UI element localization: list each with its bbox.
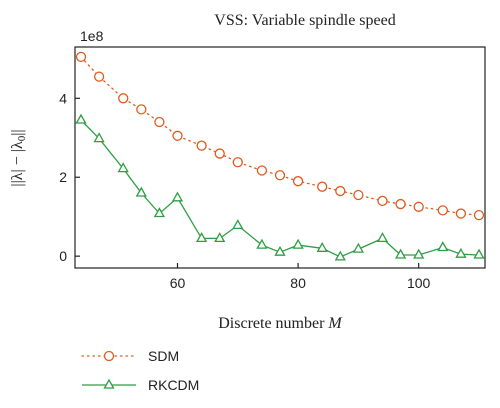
legend-marker-rkcdm xyxy=(103,378,115,389)
x-tick-label: 60 xyxy=(170,275,186,291)
data-point-sdm xyxy=(232,157,243,168)
data-point-sdm xyxy=(214,148,225,159)
data-point-sdm xyxy=(353,189,364,201)
data-point-sdm xyxy=(93,71,105,82)
x-axis-label: Discrete number M xyxy=(218,315,343,332)
data-point-rkcdm xyxy=(232,219,244,230)
data-point-sdm xyxy=(256,165,268,176)
y-multiplier-label: 1e8 xyxy=(80,28,104,44)
data-point-rkcdm xyxy=(195,232,208,243)
series-sdm xyxy=(75,51,485,221)
data-point-rkcdm xyxy=(455,247,467,258)
data-point-rkcdm xyxy=(171,191,184,202)
legend: SDM RKCDM xyxy=(81,348,199,393)
data-point-sdm xyxy=(118,93,129,104)
legend-label-rkcdm: RKCDM xyxy=(148,377,199,393)
y-axis: 0 2 4 xyxy=(59,90,80,264)
data-point-rkcdm xyxy=(473,248,485,259)
legend-label-sdm: SDM xyxy=(148,348,179,364)
x-tick-label: 80 xyxy=(290,275,306,291)
data-point-sdm xyxy=(196,140,207,151)
data-point-sdm xyxy=(473,209,485,221)
y-tick-label: 4 xyxy=(59,90,67,106)
data-point-sdm xyxy=(455,208,467,219)
data-point-rkcdm xyxy=(256,238,268,249)
y-axis-label: ||λ| − |λ0|| xyxy=(9,129,28,186)
data-point-rkcdm xyxy=(376,232,389,243)
data-point-sdm xyxy=(395,198,406,210)
data-point-rkcdm xyxy=(334,250,346,261)
legend-marker-sdm xyxy=(103,350,115,362)
data-point-sdm xyxy=(335,185,346,197)
data-point-rkcdm xyxy=(214,232,226,243)
data-point-rkcdm xyxy=(316,241,328,252)
data-point-rkcdm xyxy=(352,242,365,253)
series-rkcdm xyxy=(75,113,485,261)
series-layer xyxy=(75,51,485,261)
y-tick-label: 2 xyxy=(59,169,67,185)
data-point-rkcdm xyxy=(413,248,425,259)
data-point-sdm xyxy=(274,170,286,181)
data-point-sdm xyxy=(437,205,448,216)
data-point-rkcdm xyxy=(153,207,166,218)
data-point-sdm xyxy=(413,201,424,212)
x-axis: 60 80 100 xyxy=(170,263,431,291)
data-point-rkcdm xyxy=(437,241,449,252)
data-point-sdm xyxy=(172,130,183,141)
y-tick-label: 0 xyxy=(59,248,67,264)
data-point-rkcdm xyxy=(394,248,407,259)
data-point-sdm xyxy=(136,104,147,115)
chart-title: VSS: Variable spindle speed xyxy=(214,12,395,29)
data-point-sdm xyxy=(317,181,328,192)
data-point-sdm xyxy=(377,195,388,207)
data-point-sdm xyxy=(154,116,165,128)
data-point-rkcdm xyxy=(292,238,304,249)
data-point-rkcdm xyxy=(117,162,129,173)
data-point-rkcdm xyxy=(274,245,286,256)
data-point-rkcdm xyxy=(93,132,105,143)
plot-frame xyxy=(74,46,486,269)
series-line-sdm xyxy=(80,56,480,216)
data-point-sdm xyxy=(292,176,304,187)
legend-entry-sdm: SDM xyxy=(81,348,179,364)
x-tick-label: 100 xyxy=(407,275,431,291)
legend-entry-rkcdm: RKCDM xyxy=(82,377,199,393)
data-point-rkcdm xyxy=(135,186,147,197)
data-point-sdm xyxy=(75,51,87,63)
data-point-rkcdm xyxy=(75,113,87,124)
